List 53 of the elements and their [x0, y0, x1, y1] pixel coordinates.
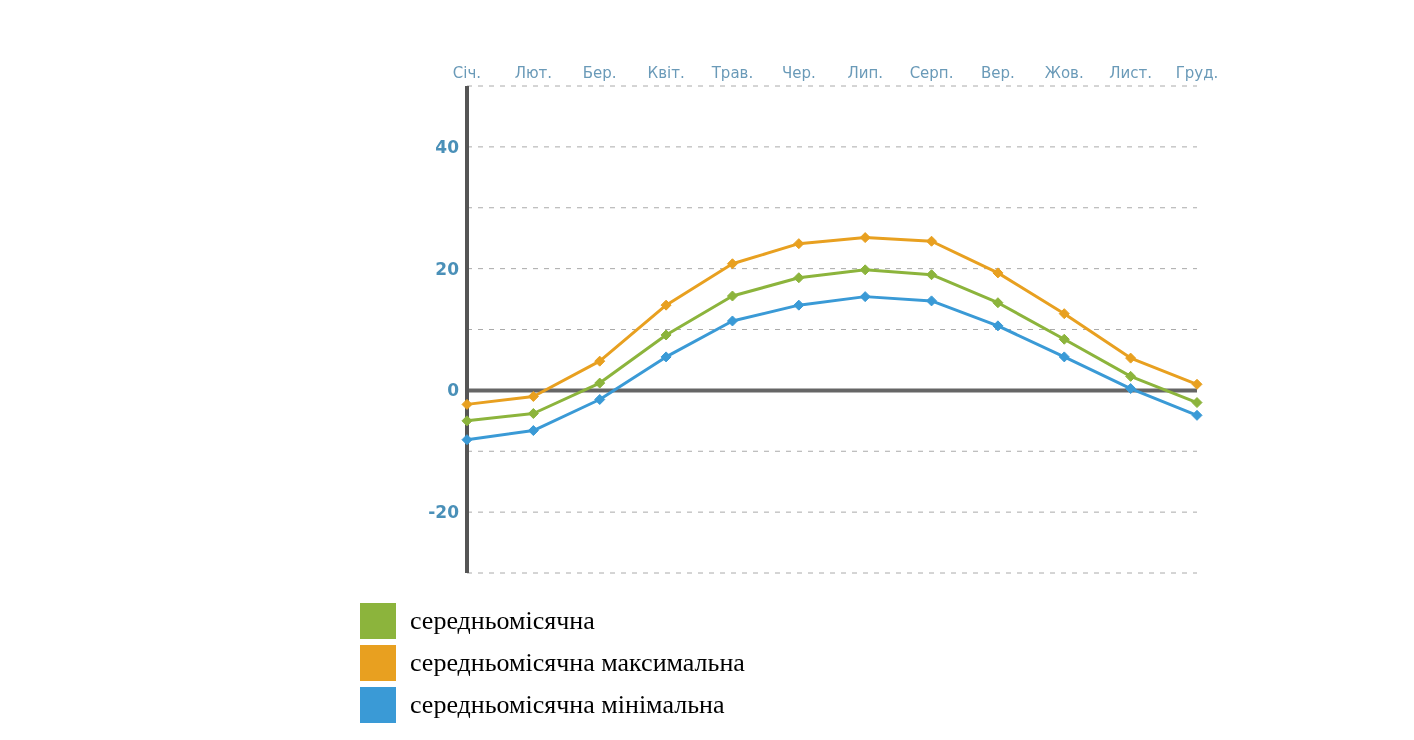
x-tick-label: Трав.	[710, 64, 754, 82]
point	[594, 377, 606, 389]
x-tick-label: Лист.	[1109, 64, 1153, 82]
point	[992, 297, 1004, 309]
point	[1125, 352, 1137, 364]
point	[660, 351, 672, 363]
point	[1058, 351, 1070, 363]
x-tick-label: Бер.	[582, 64, 617, 82]
point	[527, 408, 539, 420]
point	[527, 390, 539, 402]
point	[1125, 370, 1137, 382]
point	[461, 434, 473, 446]
legend-label: середньомісячна мінімальна	[410, 689, 725, 721]
point	[660, 299, 672, 311]
point	[660, 329, 672, 341]
point	[527, 425, 539, 437]
x-tick-label: Квіт.	[647, 64, 685, 82]
legend-label: середньомісячна максимальна	[410, 647, 745, 679]
point	[726, 258, 738, 270]
x-tick-label: Серп.	[909, 64, 954, 82]
point	[859, 291, 871, 303]
point	[1125, 383, 1137, 395]
point	[726, 290, 738, 302]
point	[461, 398, 473, 410]
point	[793, 238, 805, 250]
y-tick-label: 20	[435, 258, 460, 279]
point	[461, 415, 473, 427]
point	[859, 232, 871, 244]
point	[1191, 397, 1203, 409]
y-tick-label: -20	[428, 502, 460, 523]
point	[992, 320, 1004, 332]
x-tick-label: Вер.	[981, 64, 1015, 82]
x-tick-label: Лют.	[514, 64, 553, 82]
point	[1058, 333, 1070, 345]
point	[1191, 409, 1203, 421]
x-tick-label: Лип.	[847, 64, 883, 82]
point	[594, 355, 606, 367]
x-tick-label: Жов.	[1044, 64, 1084, 82]
point	[1058, 308, 1070, 320]
point	[926, 269, 938, 281]
point	[926, 235, 938, 247]
point	[992, 267, 1004, 279]
point	[926, 295, 938, 307]
x-tick-label: Січ.	[452, 64, 482, 82]
x-tick-label: Чер.	[781, 64, 816, 82]
point	[594, 394, 606, 406]
point	[793, 272, 805, 284]
point	[1191, 378, 1203, 390]
y-tick-label: 40	[435, 136, 460, 157]
legend-label: середньомісячна	[410, 605, 595, 637]
y-tick-label: 0	[447, 380, 460, 401]
point	[726, 315, 738, 327]
x-tick-label: Груд.	[1175, 64, 1219, 82]
